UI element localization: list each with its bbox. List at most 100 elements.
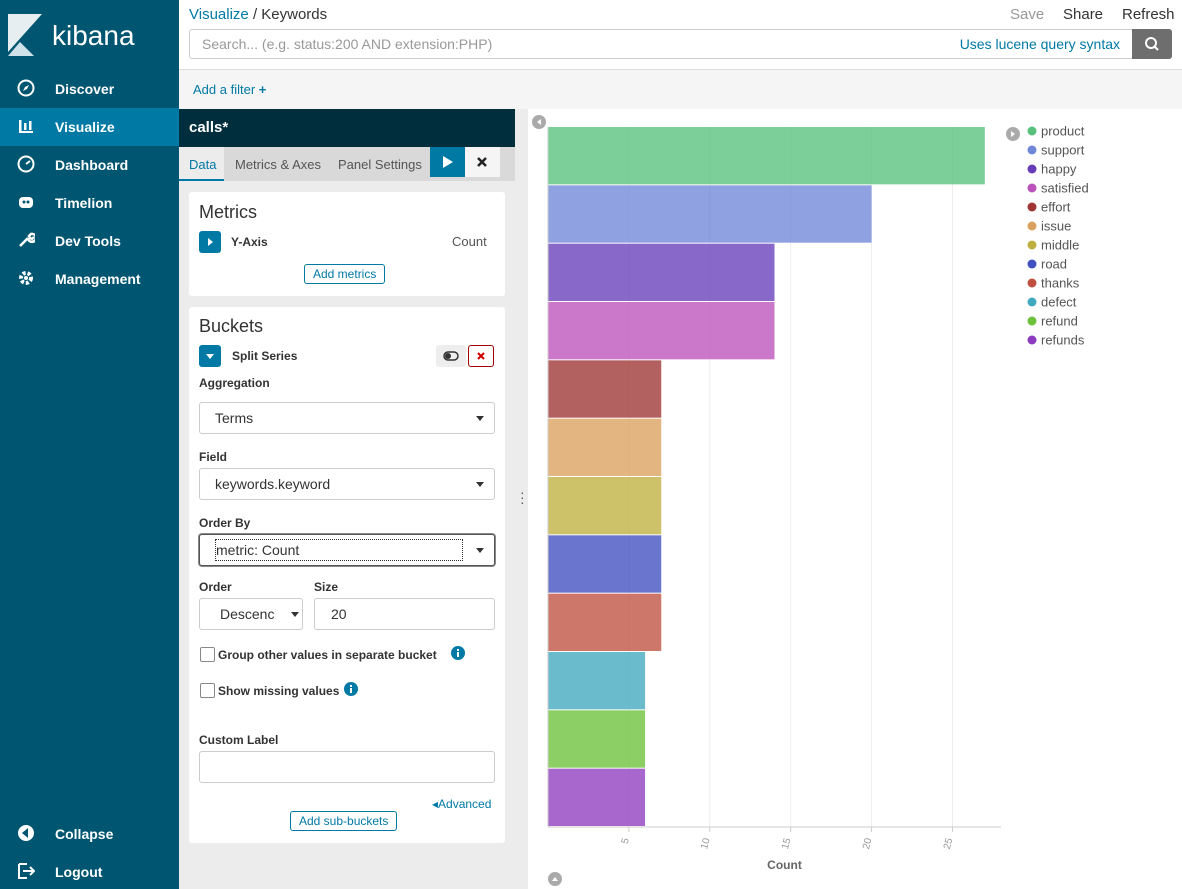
nav-icon: [17, 155, 35, 173]
logout-icon: [18, 863, 35, 879]
tab[interactable]: Metrics & Axes: [235, 157, 321, 172]
tab[interactable]: Panel Settings: [338, 157, 422, 172]
field-label: Custom Label: [199, 733, 279, 747]
x-tick-label: 5: [620, 837, 632, 846]
number-input[interactable]: 20: [314, 598, 495, 630]
nav-item[interactable]: Logout: [55, 864, 103, 880]
text-input[interactable]: [199, 751, 495, 783]
legend-dot: [1027, 221, 1037, 231]
checkbox-label: Show missing values: [218, 684, 340, 698]
bar: [548, 302, 775, 360]
collapse-toggle[interactable]: [199, 345, 221, 367]
x-axis-title: Count: [767, 858, 802, 872]
nav-item[interactable]: Discover: [55, 81, 115, 97]
field-label: Aggregation: [199, 376, 270, 390]
metric-value: Count: [452, 234, 487, 249]
add-filter-text: Add a filter: [193, 82, 256, 97]
legend-label: refunds: [1041, 333, 1085, 348]
legend-dot: [1027, 202, 1037, 212]
add-sub-buckets[interactable]: Add sub-buckets: [290, 811, 398, 831]
logo-icon: [8, 14, 42, 56]
nav-item[interactable]: Management: [55, 271, 141, 287]
legend-dot: [1027, 145, 1037, 155]
tab[interactable]: Data: [189, 157, 217, 172]
apply-button[interactable]: [430, 147, 465, 177]
legend-label: satisfied: [1041, 181, 1089, 196]
buckets-title: Buckets: [199, 316, 264, 336]
add-filter[interactable]: Add a filter +: [193, 82, 267, 97]
select-value: Descenc: [220, 606, 275, 622]
placeholder: Search... (e.g. status:200 AND extension…: [202, 36, 493, 52]
arrow: [537, 119, 541, 125]
bar: [548, 477, 662, 535]
field-label: Size: [314, 580, 339, 594]
discard-button[interactable]: [465, 147, 500, 177]
input-value: 20: [331, 606, 347, 622]
checkbox[interactable]: [200, 647, 215, 662]
metrics-title: Metrics: [199, 202, 257, 222]
add-metrics[interactable]: Add metrics: [304, 264, 386, 284]
legend-dot: [1027, 297, 1037, 307]
bucket-item: Split Series: [232, 349, 298, 363]
breadcrumb[interactable]: Visualize: [189, 6, 249, 23]
nav-icon: [19, 271, 33, 285]
legend-label: issue: [1041, 219, 1071, 234]
field-label: Order: [199, 580, 232, 594]
x-tick-label: 25: [942, 837, 956, 851]
legend-dot: [1027, 278, 1037, 288]
index-bar: [179, 109, 515, 147]
search-button[interactable]: [1132, 29, 1172, 59]
sidebar: kibana Discover Visualize Dashboard Timelio…: [0, 0, 179, 889]
legend-dot: [1027, 259, 1037, 269]
x-tick-label: 20: [861, 837, 875, 851]
breadcrumbs: Visualize / Keywords: [189, 6, 327, 23]
legend-dot: [1027, 240, 1037, 250]
toggle-switch[interactable]: [436, 345, 466, 367]
select[interactable]: keywords.keyword: [199, 468, 495, 500]
tab-active: [179, 147, 224, 181]
legend-dot: [1027, 126, 1037, 136]
bar: [548, 418, 662, 476]
advanced-link[interactable]: ◂Advanced: [432, 797, 492, 811]
field-label: Field: [199, 450, 228, 464]
bar: [548, 535, 662, 593]
nav-item[interactable]: Dev Tools: [55, 233, 121, 249]
select[interactable]: Descenc: [199, 598, 303, 630]
syntax-link[interactable]: Uses lucene query syntax: [959, 36, 1120, 52]
nav-item[interactable]: Dashboard: [55, 157, 129, 173]
arrow: [552, 877, 558, 881]
bar: [548, 710, 646, 768]
expand-toggle[interactable]: [199, 231, 221, 253]
legend-dot: [1027, 164, 1037, 174]
nav-item[interactable]: Timelion: [55, 195, 113, 211]
legend-label: effort: [1041, 200, 1071, 215]
index-title: calls*: [189, 119, 229, 136]
collapse-icon: [18, 825, 34, 841]
chart: 5 10 15 20 25 product support happy satisfied eff…: [532, 115, 1089, 886]
select[interactable]: Terms: [199, 402, 495, 434]
share[interactable]: Share: [1063, 6, 1104, 23]
metric-item: Y-Axis: [231, 235, 268, 249]
select-value: keywords.keyword: [215, 476, 331, 492]
save[interactable]: Save: [1010, 6, 1045, 23]
select[interactable]: metric: Count: [199, 534, 495, 566]
legend-label: product: [1041, 124, 1085, 139]
bar: [548, 593, 662, 651]
legend-label: happy: [1041, 162, 1077, 177]
legend-label: defect: [1041, 295, 1077, 310]
resize-handle[interactable]: · · ·: [520, 484, 525, 510]
checkbox-label: Group other values in separate bucket: [218, 648, 437, 662]
nav-item[interactable]: Visualize: [55, 119, 115, 135]
remove-bucket[interactable]: [468, 345, 494, 367]
brand: kibana: [52, 20, 135, 51]
arrow: [1011, 131, 1015, 137]
legend-label: support: [1041, 143, 1085, 158]
refresh[interactable]: Refresh: [1122, 6, 1175, 23]
search-input[interactable]: Search... (e.g. status:200 AND extension…: [189, 29, 1133, 59]
legend-label: refund: [1041, 314, 1078, 329]
nav-item[interactable]: Collapse: [55, 826, 114, 842]
checkbox[interactable]: [200, 683, 215, 698]
bar: [548, 652, 646, 710]
